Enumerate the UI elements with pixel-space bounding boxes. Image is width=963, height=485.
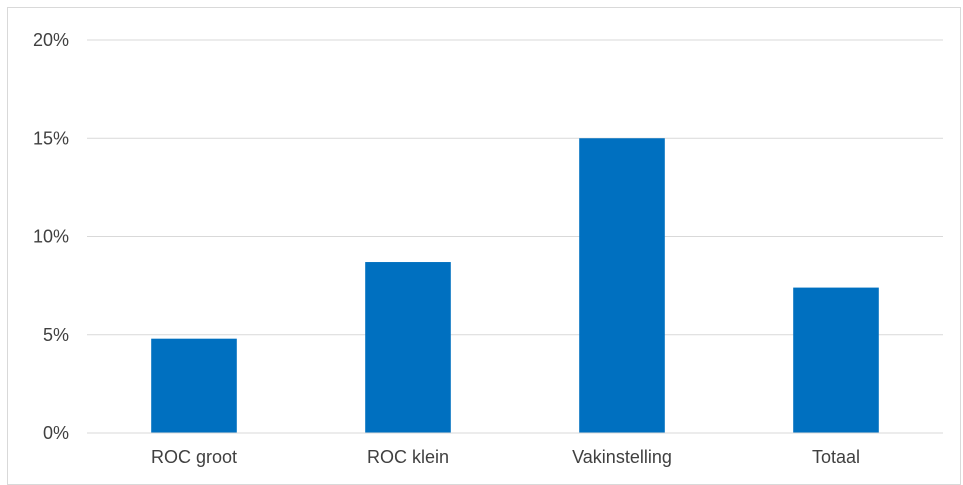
y-tick-label: 5%	[43, 325, 69, 345]
x-axis-ticks: ROC groot ROC klein Vakinstelling Totaal	[151, 447, 860, 467]
y-tick-label: 15%	[33, 128, 69, 148]
bar	[365, 262, 451, 433]
x-tick-label: Totaal	[812, 447, 860, 467]
y-tick-label: 0%	[43, 423, 69, 443]
bar	[151, 338, 237, 433]
y-tick-label: 10%	[33, 227, 69, 247]
x-tick-label: ROC groot	[151, 447, 237, 467]
x-tick-label: Vakinstelling	[572, 447, 672, 467]
bars	[151, 138, 879, 433]
y-axis-ticks: 0% 5% 10% 15% 20%	[33, 30, 69, 443]
bar	[793, 287, 879, 433]
bar	[579, 138, 665, 433]
y-tick-label: 20%	[33, 30, 69, 50]
x-tick-label: ROC klein	[367, 447, 449, 467]
